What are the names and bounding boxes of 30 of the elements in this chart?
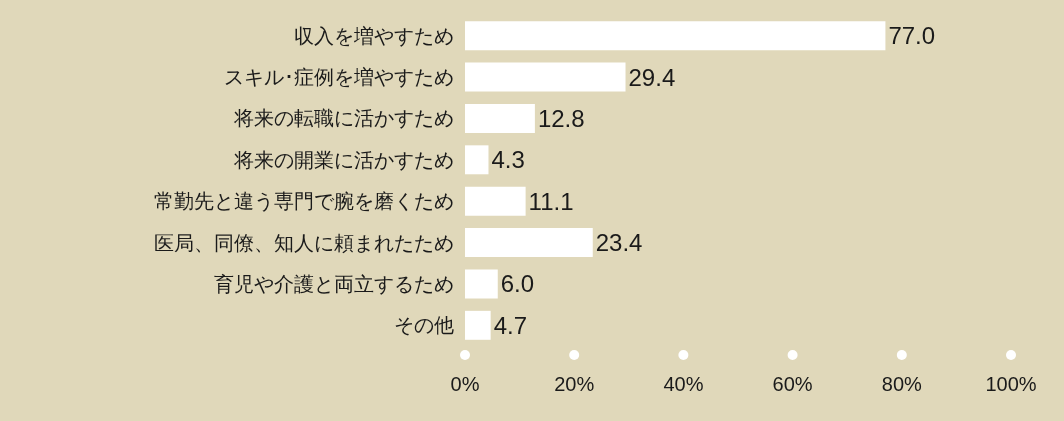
- data-label: 4.7: [493, 311, 528, 339]
- x-tick-label: 40%: [663, 373, 704, 395]
- bar: [465, 62, 626, 92]
- data-label: 6.0: [500, 270, 535, 298]
- y-tick-label: 育児や介護と両立するため: [214, 272, 454, 295]
- y-tick-label: 将来の開業に活かすため: [233, 148, 454, 171]
- x-tick-label: 100%: [985, 373, 1037, 395]
- bar: [465, 186, 526, 216]
- y-tick-label: 将来の転職に活かすため: [233, 107, 454, 130]
- data-label: 77.0: [888, 22, 936, 50]
- bar: [465, 228, 593, 258]
- x-tick-label: 60%: [772, 373, 813, 395]
- y-tick-label: スキル･症例を増やすため: [224, 66, 454, 89]
- x-tick-label: 0%: [450, 373, 480, 395]
- bar: [465, 310, 491, 340]
- y-tick-label: 常勤先と違う専門で腕を磨くため: [154, 190, 454, 213]
- x-tick-label: 20%: [554, 373, 595, 395]
- y-tick-label: 収入を増やすため: [294, 24, 454, 47]
- bar: [465, 269, 498, 299]
- data-label: 29.4: [628, 63, 676, 91]
- data-label: 23.4: [595, 229, 643, 257]
- data-label: 12.8: [537, 104, 585, 132]
- bar: [465, 21, 886, 51]
- bar: [465, 145, 489, 175]
- x-tick-label: 80%: [881, 373, 923, 395]
- data-label: 4.3: [491, 146, 525, 174]
- bar: [465, 103, 535, 133]
- y-tick-label: その他: [394, 314, 454, 337]
- y-tick-label: 医局、同僚、知人に頼まれたため: [154, 231, 454, 254]
- data-label: 11.1: [528, 187, 574, 215]
